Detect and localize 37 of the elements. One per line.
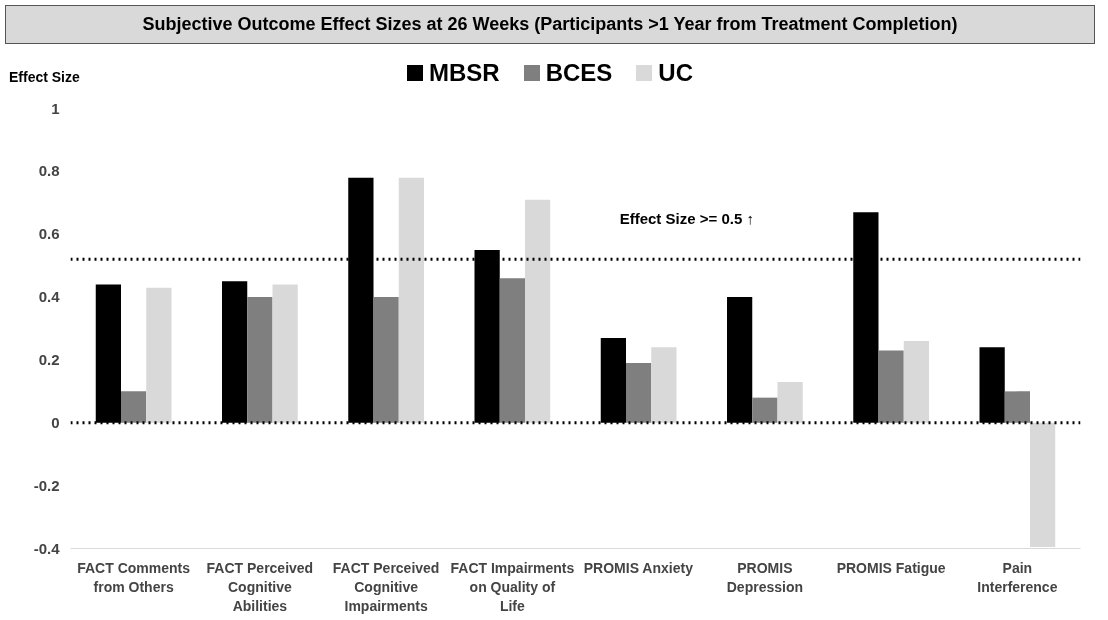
y-tick-label: 0.2 [38, 350, 60, 368]
y-tick-label: 0.4 [38, 288, 61, 306]
y-tick-label: -0.4 [33, 539, 61, 557]
y-axis-title: Effect Size [9, 69, 80, 85]
bar [752, 397, 778, 423]
ref-line-label: Effect Size >= 0.5 ↑ [619, 210, 754, 228]
x-tick-label: FACT Perceived Cognitive Impairments [332, 559, 440, 614]
legend-label: MBSR [428, 59, 500, 87]
bar [398, 177, 424, 423]
x-tick-label: FACT Perceived Cognitive Abilities [206, 559, 314, 614]
y-tick-label: 0 [51, 413, 60, 431]
legend-label: BCES [545, 59, 613, 87]
bar [651, 347, 677, 423]
bar [499, 278, 525, 423]
bar [903, 341, 929, 423]
bar [525, 199, 551, 423]
bar [121, 391, 147, 423]
bar [247, 297, 273, 423]
bar [146, 287, 172, 423]
x-tick-label: FACT Impairments on Quality of Life [450, 559, 575, 614]
chart-title: Subjective Outcome Effect Sizes at 26 Weeks (Participants >1 Year from Treatment Completion) [5, 5, 1095, 44]
bar [777, 381, 803, 423]
legend-label: UC [658, 59, 694, 87]
bar [878, 350, 904, 423]
y-tick-label: 1 [51, 99, 60, 117]
x-tick-label: PROMIS Depression [726, 559, 803, 595]
x-tick-label: PROMIS Fatigue [836, 559, 946, 576]
x-tick-label: FACT Comments from Others [77, 559, 191, 595]
y-tick-label: -0.2 [33, 476, 60, 494]
y-tick-label: 0.6 [38, 225, 60, 243]
bar [626, 363, 652, 423]
x-tick-label: PROMIS Anxiety [583, 559, 694, 576]
bar [373, 297, 399, 423]
y-tick-label: 0.8 [38, 162, 60, 180]
x-tick-label: Pain Interference [977, 559, 1058, 595]
bar [272, 284, 298, 423]
bar [1004, 391, 1030, 423]
